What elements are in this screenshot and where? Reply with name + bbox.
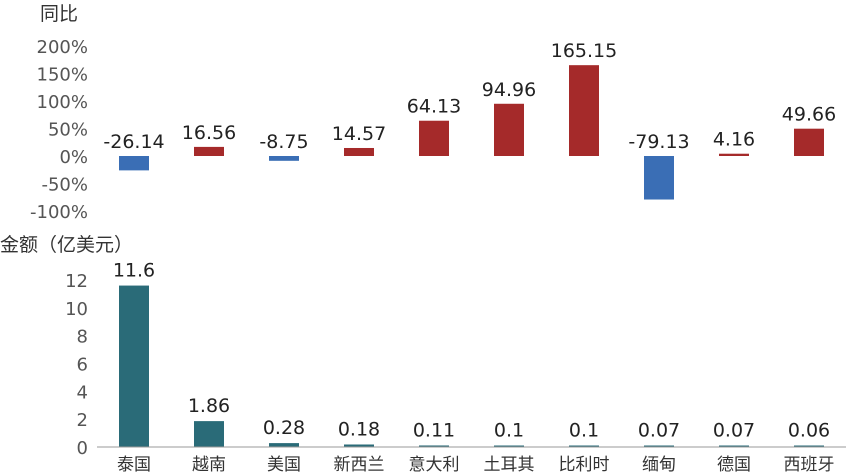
top-chart-yticks: -100% -50% 0% 50% 100% 150% 200% [30, 37, 88, 223]
bottom-bar-新西兰 [344, 444, 374, 447]
category-label: 泰国 [117, 455, 151, 474]
bottom-data-label: 11.6 [113, 260, 155, 282]
bottom-data-label: 0.11 [413, 419, 455, 441]
top-bar-缅甸 [644, 156, 674, 200]
bottom-bar-缅甸 [644, 445, 674, 447]
category-label: 比利时 [559, 455, 610, 474]
category-label: 土耳其 [484, 455, 535, 474]
top-bar-土耳其 [494, 103, 524, 156]
top-bar-泰国 [119, 156, 149, 171]
bottom-bar-土耳其 [494, 445, 524, 447]
bottom-data-label: 1.86 [188, 395, 230, 417]
top-bar-西班牙 [794, 128, 824, 156]
category-label: 缅甸 [642, 455, 676, 474]
top-chart-data-labels: -26.14 16.56 -8.75 14.57 64.13 94.96 165.15 -79… [103, 40, 836, 153]
bottom-data-label: 0.28 [263, 417, 305, 439]
bottom-ytick-label: 10 [65, 299, 88, 320]
bottom-bar-德国 [719, 445, 749, 447]
bottom-ytick-label: 2 [77, 410, 88, 431]
bottom-chart-yticks: 0 2 4 6 8 10 12 [65, 271, 88, 459]
top-ytick-label: 150% [37, 65, 88, 86]
bottom-ytick-label: 12 [65, 271, 88, 292]
bottom-bar-比利时 [569, 445, 599, 447]
top-ytick-label: -100% [30, 202, 88, 223]
bottom-bar-泰国 [119, 285, 149, 447]
top-ytick-label: -50% [41, 175, 88, 196]
top-chart-ylabel: 同比 [40, 3, 78, 25]
bottom-data-label: 0.06 [788, 420, 830, 442]
bottom-data-label: 0.1 [569, 420, 599, 442]
top-ytick-label: 50% [48, 120, 88, 141]
top-data-label: 165.15 [551, 40, 617, 62]
bottom-ytick-label: 8 [77, 327, 88, 348]
top-data-label: 14.57 [332, 123, 386, 145]
bottom-data-label: 0.18 [338, 418, 380, 440]
bottom-data-label: 0.07 [713, 420, 755, 442]
top-bar-德国 [719, 153, 749, 156]
top-data-label: 4.16 [713, 129, 755, 151]
bottom-chart-ylabel: 金额（亿美元） [0, 234, 133, 256]
top-data-label: -8.75 [259, 131, 308, 153]
bottom-bar-意大利 [419, 445, 449, 447]
top-bar-比利时 [569, 65, 599, 156]
bottom-bar-越南 [194, 421, 224, 447]
category-label: 美国 [267, 455, 301, 474]
top-data-label: 49.66 [782, 104, 836, 126]
bottom-bar-美国 [269, 443, 299, 447]
category-label: 德国 [717, 455, 751, 474]
bottom-chart-category-labels: 泰国 越南 美国 新西兰 意大利 土耳其 比利时 缅甸 德国 西班牙 [117, 455, 835, 474]
top-ytick-label: 200% [37, 37, 88, 58]
category-label: 意大利 [409, 455, 460, 474]
bottom-data-label: 0.1 [494, 420, 524, 442]
bottom-chart-bars [119, 285, 824, 447]
top-bar-新西兰 [344, 147, 374, 156]
category-label: 西班牙 [784, 455, 835, 474]
bottom-ytick-label: 0 [77, 438, 88, 459]
top-data-label: 64.13 [407, 96, 461, 118]
top-bar-美国 [269, 156, 299, 161]
category-label: 越南 [192, 455, 226, 474]
bottom-chart-data-labels: 11.6 1.86 0.28 0.18 0.11 0.1 0.1 0.07 0.07 0.06 [113, 260, 830, 442]
top-data-label: -79.13 [628, 131, 689, 153]
top-chart-bars [119, 65, 824, 200]
top-ytick-label: 100% [37, 92, 88, 113]
top-data-label: 16.56 [182, 122, 236, 144]
bottom-ytick-label: 6 [77, 355, 88, 376]
category-label: 新西兰 [334, 455, 385, 474]
top-data-label: 94.96 [482, 79, 536, 101]
top-ytick-label: 0% [59, 147, 88, 168]
top-data-label: -26.14 [103, 131, 164, 153]
bottom-bar-西班牙 [794, 445, 824, 447]
bottom-data-label: 0.07 [638, 420, 680, 442]
top-bar-越南 [194, 146, 224, 156]
bottom-ytick-label: 4 [77, 382, 88, 403]
top-bar-意大利 [419, 120, 449, 156]
